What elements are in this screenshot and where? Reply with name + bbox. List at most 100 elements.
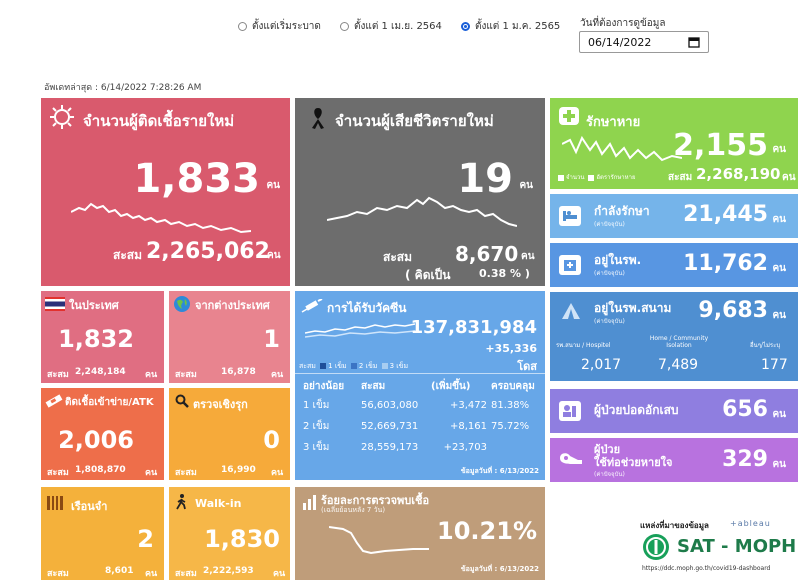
- ventilator-title-line1: ผู้ป่วย: [594, 443, 621, 456]
- new-deaths-value: 19: [457, 156, 513, 202]
- test-kit-icon: [45, 394, 63, 408]
- col-header: อย่างน้อย: [303, 381, 345, 392]
- vaccine-dose-unit: โดส: [517, 360, 537, 373]
- new-cases-cum-unit: คน: [267, 250, 281, 261]
- cell-inc: +23,703: [443, 442, 487, 453]
- new-deaths-card: จำนวนผู้เสียชีวิตรายใหม่ 19 คน สะสม 8,67…: [295, 98, 545, 286]
- abroad-cum-value: 16,878: [221, 367, 256, 377]
- ventilator-sub: (ค่าปัจจุบัน): [594, 471, 625, 478]
- active-search-card: ตรวจเชิงรุก 0 สะสม 16,990 คน: [169, 388, 290, 480]
- table-header-row: อย่างน้อย สะสม (เพิ่มขึ้น) ครอบคลุม: [303, 378, 541, 395]
- patient-icon-box: [559, 401, 581, 421]
- pneumonia-unit: คน: [772, 409, 786, 420]
- sat-moph-brand: SAT - MOPH: [677, 536, 797, 557]
- bed-icon-box: [559, 206, 581, 226]
- cell-dose: 2 เข็ม: [303, 421, 330, 432]
- cell-cum: 56,603,080: [361, 400, 419, 411]
- prison-card: เรือนจำ 2 สะสม 8,601 คน: [41, 487, 164, 580]
- radio-since-outbreak[interactable]: ตั้งแต่เริ่มระบาด: [238, 19, 321, 34]
- atk-value: 2,006: [58, 426, 134, 454]
- recovered-legend: จำนวน อัตรารักษาหาย: [556, 172, 636, 182]
- walkin-card: Walk-in 1,830 สะสม 2,222,593 คน: [169, 487, 290, 580]
- source-label: แหล่งที่มาของข้อมูล: [640, 521, 709, 530]
- pneumonia-value: 656: [722, 397, 768, 422]
- atk-title: ติดเชื้อเข้าข่าย/ATK: [65, 397, 154, 408]
- abroad-cum-unit: คน: [271, 370, 284, 380]
- in-hospital-unit: คน: [772, 263, 786, 274]
- atk-cum-label: สะสม: [47, 468, 69, 478]
- new-cases-cum-value: 2,265,062: [146, 239, 270, 264]
- atk-cum-unit: คน: [145, 468, 158, 478]
- recovered-unit: คน: [772, 144, 786, 155]
- field-hospital-value: 9,683: [698, 298, 768, 323]
- treating-card: กำลังรักษา (ค่าปัจจุบัน) 21,445 คน: [550, 194, 798, 238]
- new-cases-card: จำนวนผู้ติดเชื้อรายใหม่ 1,833 คน สะสม 2,…: [41, 98, 290, 286]
- radio-circle-icon: [340, 22, 349, 31]
- table-row: 2 เข็ม 52,669,731 +8,161 75.72%: [303, 416, 541, 437]
- positivity-value: 10.21%: [437, 517, 537, 545]
- date-picker-input[interactable]: 06/14/2022: [579, 31, 709, 53]
- pneumonia-title: ผู้ป่วยปอดอักเสบ: [594, 403, 679, 417]
- recovered-value: 2,155: [673, 128, 768, 163]
- new-deaths-title: จำนวนผู้เสียชีวิตรายใหม่: [335, 112, 494, 130]
- new-deaths-pct-label: ( คิดเป็น: [405, 268, 451, 282]
- radio-circle-icon: [238, 22, 247, 31]
- col-header: (เพิ่มขึ้น): [431, 381, 471, 392]
- prison-title: เรือนจำ: [71, 500, 108, 513]
- domestic-value: 1,832: [58, 325, 134, 353]
- vaccine-trend-chart: [305, 323, 415, 338]
- new-cases-unit: คน: [266, 180, 280, 191]
- walking-person-icon: [176, 494, 186, 510]
- legend-swatch: [381, 363, 388, 369]
- cell-dose: 3 เข็ม: [303, 442, 330, 453]
- walkin-value: 1,830: [204, 525, 280, 553]
- abroad-card: จากต่างประเทศ 1 สะสม 16,878 คน: [169, 291, 290, 383]
- bed-icon: [563, 211, 577, 221]
- cell-cover: [491, 437, 541, 458]
- ventilator-title-line2: ใช้ท่อช่วยหายใจ: [594, 456, 673, 469]
- vaccine-title: การได้รับวัคซีน: [327, 301, 407, 315]
- new-deaths-cum-value: 8,670: [455, 242, 519, 266]
- tent-icon: [562, 303, 580, 319]
- radio-since-jan-2565[interactable]: ตั้งแต่ 1 ม.ค. 2565: [460, 19, 560, 34]
- legend-swatch: [558, 174, 564, 181]
- hospital-icon-box: [559, 255, 581, 275]
- source-url-link[interactable]: https://ddc.moph.go.th/covid19-dashboard: [642, 565, 771, 572]
- legend-swatch: [588, 174, 595, 181]
- abroad-value: 1: [263, 325, 280, 353]
- recovered-cum-label: สะสม: [668, 172, 693, 183]
- ventilator-icon: [560, 453, 582, 464]
- domestic-cum-label: สะสม: [47, 370, 69, 380]
- prison-bars-icon: [47, 496, 63, 510]
- walkin-title: Walk-in: [195, 497, 242, 510]
- abroad-title: จากต่างประเทศ: [195, 299, 270, 312]
- patient-icon: [563, 405, 576, 417]
- syringe-icon: [301, 299, 323, 313]
- field-hospital-title: อยู่ในรพ.สนาม: [594, 301, 672, 315]
- prison-cum-label: สะสม: [47, 569, 69, 579]
- domestic-card: ในประเทศ 1,832 สะสม 2,248,184 คน: [41, 291, 164, 383]
- walkin-cum-value: 2,222,593: [203, 566, 254, 576]
- active-search-value: 0: [263, 426, 280, 454]
- prison-value: 2: [137, 525, 154, 553]
- plus-cross-icon: [559, 107, 579, 125]
- field-col-value-other: 177: [761, 357, 788, 373]
- new-cases-cum-label: สะสม: [113, 248, 143, 262]
- new-deaths-unit: คน: [519, 180, 533, 191]
- treating-sub: (ค่าปัจจุบัน): [594, 221, 625, 228]
- recovered-cum-unit: คน: [782, 172, 796, 183]
- new-cases-title: จำนวนผู้ติดเชื้อรายใหม่: [83, 112, 235, 130]
- atk-cum-value: 1,808,870: [75, 465, 126, 475]
- walkin-cum-label: สะสม: [175, 569, 197, 579]
- new-deaths-cum-label: สะสม: [383, 250, 413, 264]
- cell-cum: 28,559,173: [361, 442, 419, 453]
- radio-since-apr-2564[interactable]: ตั้งแต่ 1 เม.ย. 2564: [340, 19, 442, 34]
- date-picker-label: วันที่ต้องการดูข้อมูล: [580, 18, 666, 29]
- atk-card: ติดเชื้อเข้าข่าย/ATK 2,006 สะสม 1,808,87…: [41, 388, 164, 480]
- field-col-label-other: อื่นๆ/ไม่ระบุ: [750, 342, 781, 349]
- prison-cum-value: 8,601: [105, 566, 134, 576]
- thai-flag-icon: [45, 297, 65, 311]
- positivity-trend-chart: [329, 526, 429, 555]
- radio-selected-icon: [460, 22, 470, 31]
- calendar-icon[interactable]: [688, 36, 700, 48]
